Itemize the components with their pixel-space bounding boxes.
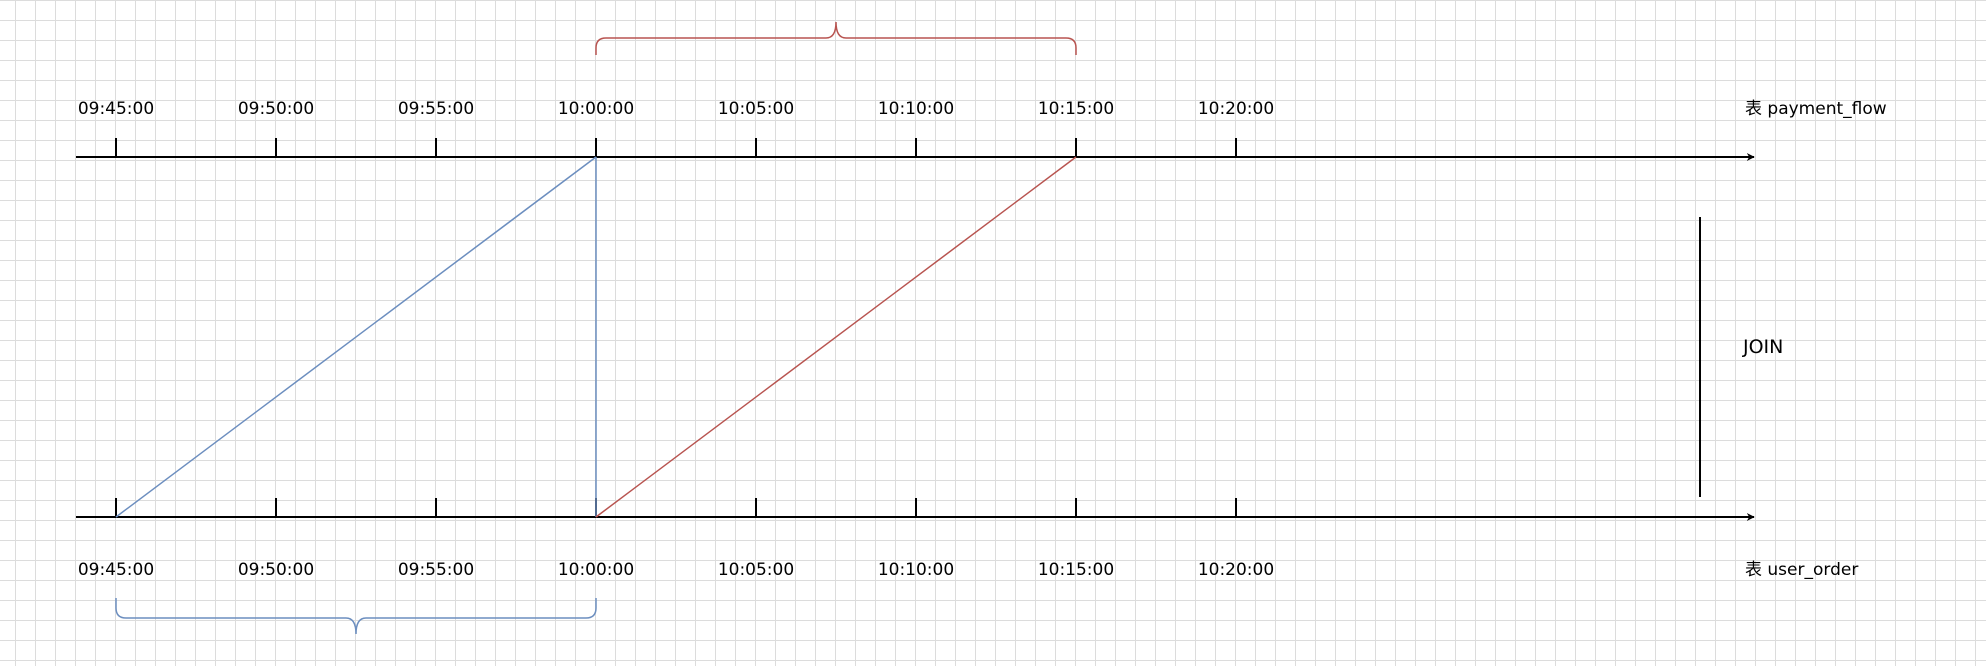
top-axis-ticks [115, 138, 1237, 157]
top-axis-tick-label-0: 09:45:00 [78, 99, 154, 119]
bottom-axis-tick-labels: 09:45:00 09:50:00 09:55:00 10:00:00 10:05:00… [78, 560, 1274, 580]
bottom-axis-tick-label-3: 10:00:00 [558, 560, 634, 580]
bottom-axis-tick-label-7: 10:20:00 [1198, 560, 1274, 580]
top-axis-tick-label-6: 10:15:00 [1038, 99, 1114, 119]
bottom-axis-tick-label-5: 10:10:00 [878, 560, 954, 580]
join-links [115, 156, 1077, 518]
bottom-axis-tick-label-4: 10:05:00 [718, 560, 794, 580]
bottom-axis-tick-label-0: 09:45:00 [78, 560, 154, 580]
bottom-axis-tick-label-6: 10:15:00 [1038, 560, 1114, 580]
top-axis-title: 表 payment_flow [1745, 99, 1887, 119]
top-brace-red [595, 21, 1077, 55]
top-axis-tick-label-7: 10:20:00 [1198, 99, 1274, 119]
link-blue-0 [115, 156, 597, 518]
bottom-axis-ticks [115, 498, 1237, 517]
link-red-2 [595, 156, 1077, 518]
bottom-brace-blue [115, 598, 597, 635]
top-axis: 09:45:00 09:50:00 09:55:00 10:00:00 10:05:00… [76, 99, 1887, 161]
bottom-axis: 09:45:00 09:50:00 09:55:00 10:00:00 10:05:00… [76, 498, 1858, 580]
top-axis-tick-label-2: 09:55:00 [398, 99, 474, 119]
top-axis-tick-label-1: 09:50:00 [238, 99, 314, 119]
top-axis-tick-label-5: 10:10:00 [878, 99, 954, 119]
bottom-axis-tick-label-1: 09:50:00 [238, 560, 314, 580]
top-axis-tick-label-4: 10:05:00 [718, 99, 794, 119]
bottom-axis-title: 表 user_order [1745, 560, 1858, 580]
join-label: JOIN [1742, 336, 1783, 358]
top-axis-tick-labels: 09:45:00 09:50:00 09:55:00 10:00:00 10:05:00… [78, 99, 1274, 119]
top-axis-tick-label-3: 10:00:00 [558, 99, 634, 119]
bottom-axis-tick-label-2: 09:55:00 [398, 560, 474, 580]
